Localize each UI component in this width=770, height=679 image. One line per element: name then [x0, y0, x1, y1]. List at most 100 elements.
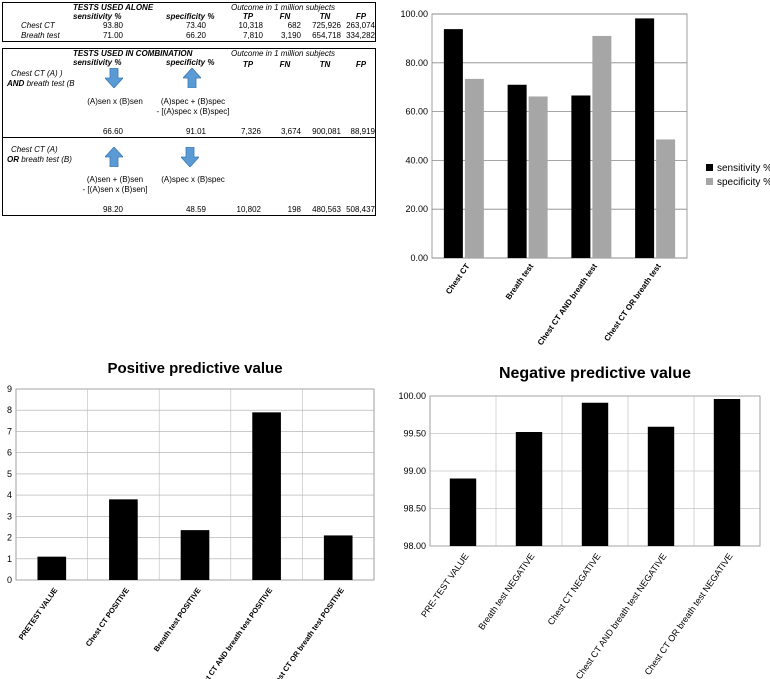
or-tp-value: 10,802 [236, 205, 261, 214]
y-tick-label: 6 [7, 448, 12, 458]
row-divider [3, 137, 375, 138]
x-tick-label: Chest CT NEGATIVE [546, 551, 603, 627]
x-tick-label: PRE-TEST VALUE [419, 551, 471, 619]
y-tick-label: 2 [7, 533, 12, 543]
bar-specificity [592, 35, 612, 258]
combo-col-specificity: specificity % [166, 58, 215, 67]
combo-col-sensitivity: sensitivity % [73, 58, 122, 67]
alone-col-tn: TN [319, 12, 331, 21]
combo-col-tp: TP [242, 60, 254, 69]
alone-row-spec: 73.40 [185, 21, 207, 30]
bar-sensitivity [635, 18, 655, 259]
or-row-label: Chest CT (A) [11, 145, 58, 154]
tests-alone-table: TESTS USED ALONE sensitivity % specifici… [2, 2, 376, 42]
ppv-chart: Positive predictive value 0 1 2 3 4 5 6 7 8 9 PRETE… [7, 360, 375, 679]
and-spec-value: 91.01 [185, 127, 207, 136]
y-tick-label: 60.00 [405, 107, 428, 117]
legend-swatch [706, 178, 713, 185]
alone-row-spec: 66.20 [185, 31, 207, 40]
legend-label: specificity % [717, 177, 770, 188]
alone-row-name: Breath test [21, 31, 60, 40]
bar [581, 402, 609, 546]
alone-col-tp: TP [242, 12, 254, 21]
up-arrow-icon [183, 68, 201, 88]
y-tick-label: 98.00 [403, 541, 426, 551]
npv-chart: Negative predictive value 98.00 98.50 99.00… [398, 365, 761, 679]
alone-col-specificity: specificity % [166, 12, 215, 21]
y-tick-label: 8 [7, 405, 12, 415]
bar [515, 432, 543, 546]
or-spec-value: 48.59 [185, 205, 207, 214]
alone-row-tn: 725,926 [312, 21, 341, 30]
x-tick-label: Chest CT AND breath test POSITIVE [193, 586, 274, 679]
alone-row-fn: 3,190 [280, 31, 301, 40]
x-tick-label: Chest CT OR breath test [602, 262, 663, 343]
tests-combination-table: TESTS USED IN COMBINATION sensitivity % … [2, 48, 376, 216]
and-fn-value: 3,674 [280, 127, 301, 136]
combo-col-fp: FP [355, 60, 367, 69]
x-tick-label: Breath test [504, 262, 536, 302]
bar-specificity [464, 78, 484, 259]
or-sens-value: 98.20 [102, 205, 124, 214]
y-tick-label: 5 [7, 469, 12, 479]
alone-row-fp: 334,282 [346, 31, 375, 40]
bar [109, 499, 138, 580]
alone-row-tn: 654,718 [312, 31, 341, 40]
y-tick-label: 20.00 [405, 204, 428, 214]
x-tick-label: Breath test POSITIVE [152, 586, 203, 653]
bar-specificity [528, 96, 548, 258]
x-tick-label: Chest CT OR breath test POSITIVE [268, 586, 346, 679]
y-tick-label: 100.00 [398, 391, 426, 401]
y-tick-label: 4 [7, 490, 12, 500]
bar-sensitivity [507, 84, 527, 258]
x-tick-label: Chest CT POSITIVE [84, 586, 131, 648]
x-tick-label: Breath test NEGATIVE [476, 551, 536, 631]
chart-title: Negative predictive value [499, 365, 691, 382]
sens-spec-chart: 0.00 20.00 40.00 60.00 80.00 100.00 Chest CT Br… [400, 9, 770, 347]
and-sens-formula: (A)sen x (B)sen [87, 97, 143, 106]
or-fn-value: 198 [287, 205, 301, 214]
alone-row-fn: 682 [287, 21, 301, 30]
y-tick-label: 99.00 [403, 466, 426, 476]
or-spec-formula: (A)spec x (B)spec [161, 175, 225, 184]
alone-header: TESTS USED ALONE [73, 3, 154, 12]
y-tick-label: 0 [7, 575, 12, 585]
or-fp-value: 508,437 [346, 205, 375, 214]
alone-col-fp: FP [355, 12, 367, 21]
x-tick-label: Chest CT [444, 262, 472, 296]
or-sens-formula-2: - [(A)sen x (B)sen] [82, 185, 148, 194]
y-tick-label: 40.00 [405, 155, 428, 165]
chart-title: Positive predictive value [107, 360, 282, 377]
or-tn-value: 480,563 [312, 205, 341, 214]
down-arrow-icon [105, 68, 123, 88]
bar-specificity [656, 139, 676, 258]
alone-row-sens: 93.80 [102, 21, 124, 30]
y-tick-label: 0.00 [410, 253, 428, 263]
legend-swatch [706, 164, 713, 171]
combo-col-fn: FN [279, 60, 291, 69]
y-tick-label: 3 [7, 511, 12, 521]
y-tick-label: 7 [7, 426, 12, 436]
bar [713, 399, 741, 546]
y-tick-label: 100.00 [400, 9, 428, 19]
alone-outcome-label: Outcome in 1 million subjects [231, 3, 336, 12]
and-spec-formula-2: - [(A)spec x (B)spec] [156, 107, 230, 116]
x-tick-label: PRETEST VALUE [17, 586, 60, 642]
alone-row-sens: 71.00 [102, 31, 124, 40]
alone-row-fp: 263,074 [346, 21, 375, 30]
y-tick-label: 99.50 [403, 429, 426, 439]
bar-sensitivity [443, 29, 463, 258]
and-tn-value: 900,081 [312, 127, 341, 136]
bar [180, 530, 210, 580]
alone-row-name: Chest CT [21, 21, 55, 30]
alone-row-tp: 7,810 [242, 31, 263, 40]
and-spec-formula: (A)spec + (B)spec [160, 97, 226, 106]
bar [37, 556, 67, 580]
or-sens-formula: (A)sen + (B)sen [86, 175, 144, 184]
bar [323, 535, 353, 580]
and-tp-value: 7,326 [240, 127, 261, 136]
and-row-label-2: AND breath test (B [7, 79, 75, 88]
combo-header: TESTS USED IN COMBINATION [73, 49, 193, 58]
bar [252, 412, 281, 580]
combo-col-tn: TN [319, 60, 331, 69]
